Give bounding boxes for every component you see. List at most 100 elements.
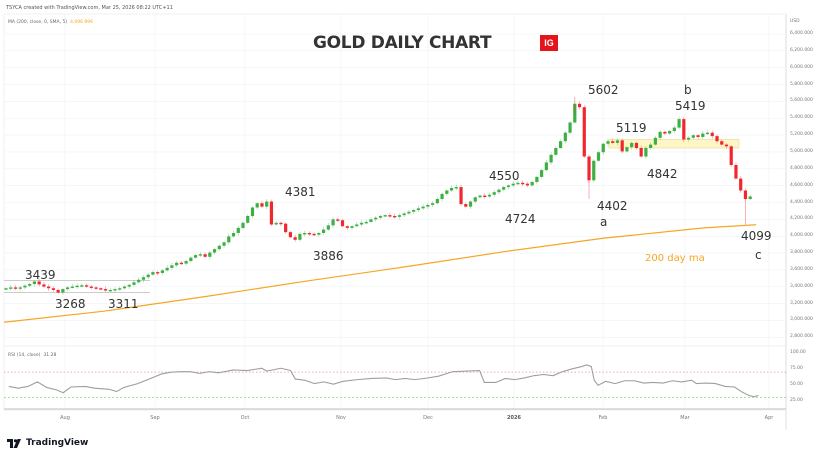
candle-up	[506, 185, 511, 188]
candle-up	[132, 282, 136, 285]
candle-up	[535, 176, 539, 182]
ma-legend[interactable]: MA (200, close, 0, SMA, 5) 4,096.996	[8, 20, 93, 25]
candle-up	[18, 287, 22, 289]
tradingview-logo[interactable]: TradingView	[7, 438, 88, 448]
tradingview-logo-icon	[7, 438, 21, 448]
candle-up	[649, 144, 653, 148]
price-pane	[3, 13, 787, 347]
candle-down	[393, 216, 397, 218]
candle-down	[42, 284, 46, 287]
price-tick: 6,000.000	[790, 64, 813, 70]
candle-down	[634, 142, 639, 148]
candle-down	[696, 135, 700, 137]
candle-up	[331, 219, 335, 226]
candle-up	[80, 285, 84, 287]
rsi-tick: 25.00	[790, 397, 803, 403]
candle-up	[23, 285, 27, 288]
candle-up	[473, 197, 477, 202]
candle-up	[321, 229, 326, 233]
rsi-legend[interactable]: RSI (14, close) 31.28	[8, 353, 56, 358]
price-tick: 2,800.000	[790, 334, 813, 340]
price-tick: 5,600.000	[790, 98, 813, 104]
candle-up	[350, 226, 354, 228]
ig-logo-badge: IG	[540, 35, 558, 51]
price-tick: 3,200.000	[790, 300, 813, 306]
candle-up	[426, 204, 430, 207]
candle-up	[416, 208, 420, 211]
price-tick: 5,000.000	[790, 148, 813, 154]
candle-up	[108, 289, 112, 292]
candle-down	[521, 182, 525, 185]
candle-down	[288, 232, 292, 238]
candle-down	[620, 140, 624, 152]
candle-down	[739, 178, 743, 191]
candle-up	[468, 201, 473, 207]
candle-up	[625, 147, 629, 152]
candle-up	[606, 141, 610, 144]
candle-up	[32, 281, 37, 284]
candle-up	[516, 182, 520, 185]
candle-down	[611, 141, 615, 143]
price-tick: 3,800.000	[790, 250, 813, 256]
candle-up	[66, 287, 70, 290]
candle-down	[103, 289, 108, 291]
rsi-tick: 100.00	[790, 350, 806, 356]
price-annotation: 3268	[55, 297, 86, 311]
time-tick: Oct	[240, 415, 250, 421]
candle-down	[312, 233, 316, 236]
candle-up	[677, 119, 681, 128]
candle-down	[37, 281, 41, 285]
price-annotation: 3439	[25, 268, 56, 282]
time-tick: Feb	[598, 415, 608, 421]
candle-up	[601, 143, 605, 153]
candle-up	[668, 131, 672, 134]
candle-up	[701, 133, 705, 137]
time-tick: 2026	[507, 415, 521, 421]
candle-up	[198, 254, 202, 256]
candle-up	[227, 236, 231, 243]
candle-up	[592, 160, 596, 181]
candle-up	[431, 203, 435, 205]
candle-up	[596, 152, 601, 161]
candle-up	[653, 137, 657, 145]
time-tick: Mar	[680, 415, 690, 421]
candle-up	[212, 249, 217, 253]
time-tick: Dec	[423, 415, 433, 421]
currency-label: USD	[790, 19, 800, 24]
candle-up	[454, 187, 458, 189]
candle-up	[359, 222, 364, 225]
candle-up	[435, 199, 439, 204]
candle-down	[51, 288, 55, 290]
candle-up	[497, 189, 501, 193]
candle-up	[530, 182, 534, 186]
price-annotation: 4550	[489, 169, 520, 183]
candle-up	[549, 154, 553, 163]
candle-up	[317, 233, 321, 235]
price-tick: 6,200.000	[790, 47, 813, 53]
candle-up	[175, 262, 179, 266]
time-tick: Nov	[336, 415, 346, 421]
candle-up	[686, 137, 691, 140]
candle-up	[502, 187, 506, 190]
candle-down	[293, 237, 297, 240]
price-annotation: 5419	[675, 99, 706, 113]
candle-down	[89, 286, 93, 288]
candle-up	[9, 287, 13, 289]
rsi-tick: 75.00	[790, 365, 803, 371]
candle-up	[402, 213, 406, 216]
created-by-caption: TSYCA created with TradingView.com, Mar …	[6, 5, 173, 11]
time-tick: Apr	[764, 415, 774, 421]
candle-up	[250, 207, 255, 216]
candle-up	[265, 201, 269, 207]
candle-down	[483, 195, 487, 197]
candle-up	[412, 210, 416, 212]
candle-down	[56, 289, 60, 293]
price-annotation: 4724	[505, 212, 536, 226]
price-annotation: a	[600, 215, 608, 229]
candle-up	[383, 215, 387, 217]
candle-down	[13, 287, 18, 289]
candle-up	[208, 252, 212, 257]
candle-up	[326, 225, 330, 230]
candle-up	[137, 279, 141, 283]
